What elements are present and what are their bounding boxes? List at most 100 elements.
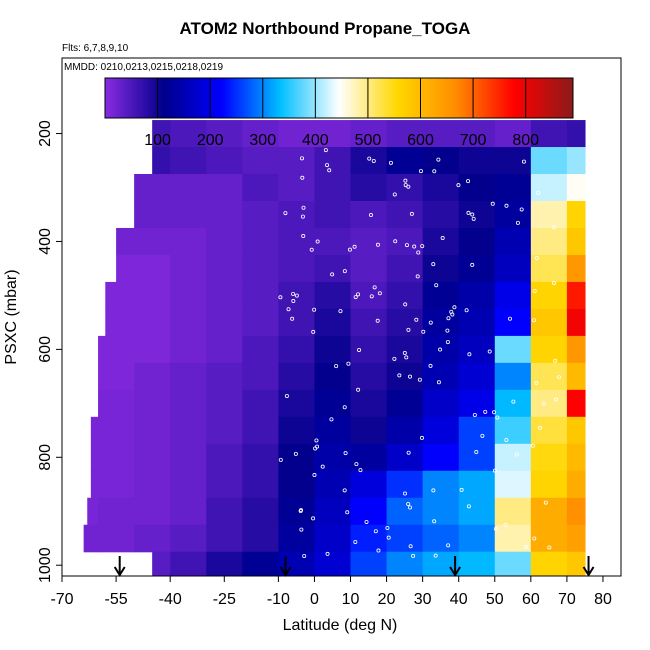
observation-point (446, 543, 451, 548)
heatmap-cell (350, 551, 388, 576)
heatmap-cell (314, 389, 352, 418)
observation-point (532, 536, 537, 541)
observation-point (347, 247, 352, 252)
x-axis-label: Latitude (deg N) (283, 617, 398, 634)
heatmap-cell (566, 470, 586, 499)
heatmap-cell (530, 416, 568, 445)
heatmap-cell (98, 335, 135, 364)
observation-point (417, 377, 422, 382)
heatmap-cell (170, 254, 207, 283)
observation-point (342, 405, 347, 410)
observation-point (320, 464, 325, 469)
heatmap-cell (350, 470, 388, 499)
observation-point (467, 352, 472, 357)
observation-point (369, 294, 374, 299)
heatmap-cell (386, 200, 424, 229)
y-tick-label-600: 600 (37, 336, 54, 363)
heatmap-cell (83, 524, 99, 553)
y-tick-label-1000: 1000 (37, 547, 54, 583)
heatmap-cell (530, 389, 568, 418)
observation-point (346, 361, 351, 366)
observation-point (530, 443, 535, 448)
observation-point (406, 450, 411, 455)
heatmap-cell (314, 551, 352, 576)
heatmap-cell (170, 362, 207, 391)
heatmap-cell (242, 147, 279, 175)
observation-point (364, 519, 369, 524)
observation-point (291, 291, 296, 296)
observation-point (414, 317, 419, 322)
observation-point (474, 450, 479, 455)
heatmap-cell (278, 308, 316, 337)
heatmap-cell (458, 470, 496, 499)
heatmap-cell (422, 497, 460, 526)
observation-point (402, 351, 407, 356)
heatmap-cell (458, 551, 496, 576)
observation-point (323, 148, 328, 153)
heatmap-cell (170, 416, 207, 445)
heatmap-cell (566, 281, 586, 310)
heatmap-cell (458, 281, 496, 310)
heatmap-cell (134, 470, 171, 499)
observation-point (503, 522, 508, 527)
heatmap-cell (350, 362, 388, 391)
x-tick-label--10: -10 (267, 591, 290, 608)
heatmap-cell (206, 497, 243, 526)
heatmap-cell (422, 416, 460, 445)
heatmap-cell (314, 362, 352, 391)
x-tick-label-50: 50 (486, 591, 504, 608)
observation-point (367, 156, 372, 161)
observation-point (392, 192, 397, 197)
heatmap-cell (105, 308, 135, 337)
observation-point (428, 320, 433, 325)
observation-point (358, 468, 363, 473)
flights-label: Flts: 6,7,8,9,10 (62, 43, 129, 54)
heatmap-cell (90, 470, 99, 499)
x-tick-label-30: 30 (414, 591, 432, 608)
observation-point (547, 545, 552, 550)
heatmap-cell (134, 443, 171, 472)
heatmap-cell (90, 443, 99, 472)
observation-point (385, 526, 390, 531)
heatmap-cell (314, 443, 352, 472)
heatmap-cell (494, 254, 532, 283)
observation-point (406, 502, 411, 507)
observation-point (327, 168, 332, 173)
heatmap-cell (566, 120, 586, 148)
observation-point (531, 318, 536, 323)
heatmap-cell (206, 281, 243, 310)
observation-point (434, 283, 439, 288)
observation-point (495, 415, 500, 420)
observation-point (514, 452, 519, 457)
observation-point (403, 183, 408, 188)
heatmap-cell (98, 470, 135, 499)
heatmap-cell (170, 551, 207, 576)
observation-point (312, 307, 317, 312)
heatmap-cell (422, 281, 460, 310)
observation-point (553, 397, 558, 402)
observation-point (408, 505, 413, 510)
heatmap-cell (350, 389, 388, 418)
heatmap-cell (278, 254, 316, 283)
heatmap-cell (494, 443, 532, 472)
y-tick-label-800: 800 (37, 444, 54, 471)
heatmap-cell (116, 227, 135, 256)
heatmap-cell (422, 120, 460, 148)
heatmap-cell (386, 470, 424, 499)
heatmap-cell (566, 200, 586, 229)
observation-point (278, 295, 283, 300)
heatmap-cell (530, 174, 568, 202)
observation-point (436, 157, 441, 162)
y-tick-label-200: 200 (37, 120, 54, 147)
flight-arrows (113, 556, 595, 577)
observation-point (345, 510, 350, 515)
observation-point (300, 175, 305, 180)
colorbar-label-100: 100 (144, 132, 171, 149)
heatmap-cell (494, 524, 532, 553)
observation-point (449, 309, 454, 314)
x-tick-label-40: 40 (450, 591, 468, 608)
heatmap-cell (170, 389, 207, 418)
heatmap-cell (134, 416, 171, 445)
observation-point (440, 236, 445, 241)
flight-arrow (449, 556, 461, 577)
